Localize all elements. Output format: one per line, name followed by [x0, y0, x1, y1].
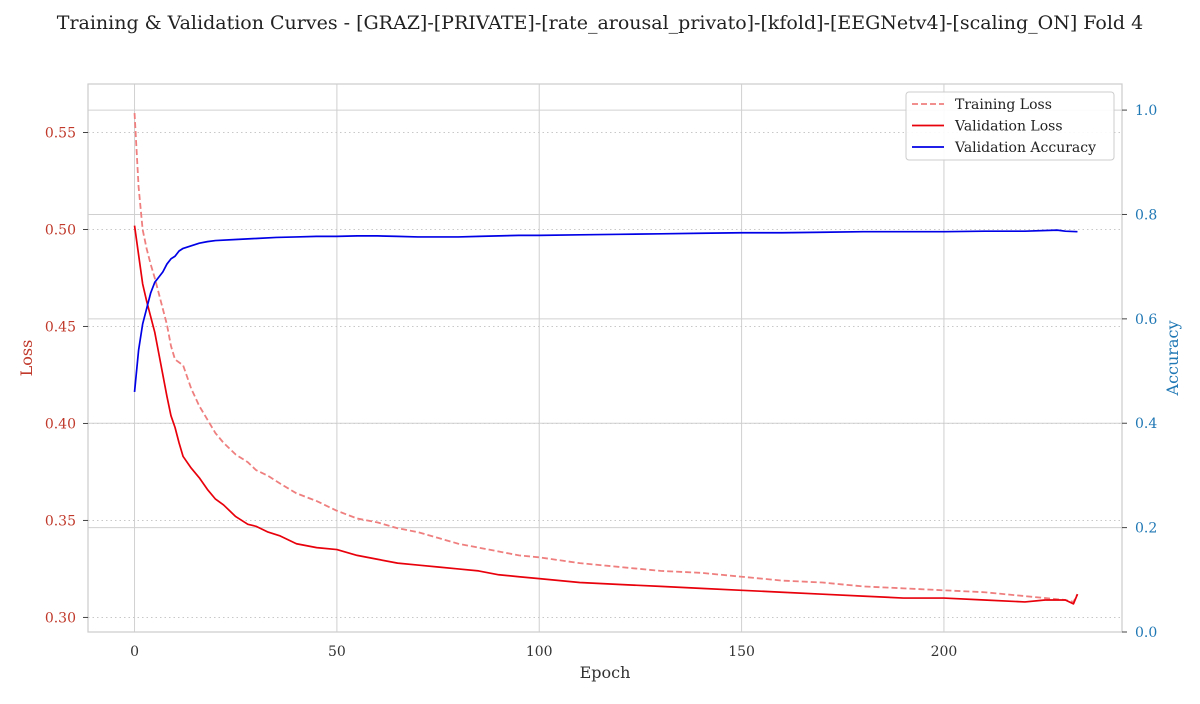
legend: Training Loss Validation Loss Validation A…: [905, 91, 1115, 161]
y-right-axis-label: Accuracy: [1163, 321, 1182, 397]
y-left-tick-label: 0.40: [45, 416, 76, 432]
x-tick-label: 50: [328, 644, 346, 660]
y-left-tick-label: 0.35: [45, 513, 76, 529]
y-left-tick-label: 0.50: [45, 222, 76, 238]
legend-label-validation-accuracy: Validation Accuracy: [954, 140, 1096, 156]
series-line-validation-loss: [133, 225, 1079, 605]
legend-label-validation-loss: Validation Loss: [954, 119, 1063, 135]
y-right-tick-label: 0.8: [1135, 207, 1157, 223]
y-right-tick-label: 1.0: [1135, 103, 1157, 119]
y-left-tick-label: 0.45: [45, 319, 76, 335]
x-tick-label: 100: [526, 644, 553, 660]
y-left-tick-label: 0.30: [45, 610, 76, 626]
y-right-tick-label: 0.2: [1135, 521, 1157, 537]
grid-layer: [88, 84, 1122, 633]
ticks-layer: 0 50 100 150 200 0.30 0.35 0.40 0.45 0.50 0.55 0.0 0…: [45, 103, 1158, 660]
chart-title: Training & Validation Curves - [GRAZ]-[P…: [57, 12, 1143, 34]
series-line-training-loss: [133, 113, 1079, 603]
y-left-tick-label: 0.55: [45, 125, 76, 141]
plot-frame: [87, 83, 1123, 633]
series-layer: [133, 113, 1079, 605]
y-left-axis-label: Loss: [17, 340, 36, 377]
x-axis-label: Epoch: [580, 663, 631, 682]
x-tick-label: 200: [931, 644, 958, 660]
series-line-validation-accuracy: [133, 229, 1078, 393]
y-right-tick-label: 0.6: [1135, 312, 1157, 328]
x-tick-label: 150: [728, 644, 755, 660]
legend-label-training-loss: Training Loss: [955, 97, 1052, 113]
y-right-tick-label: 0.0: [1135, 625, 1157, 641]
y-right-tick-label: 0.4: [1135, 416, 1157, 432]
legend-box: [905, 91, 1115, 161]
x-tick-label: 0: [130, 644, 139, 660]
